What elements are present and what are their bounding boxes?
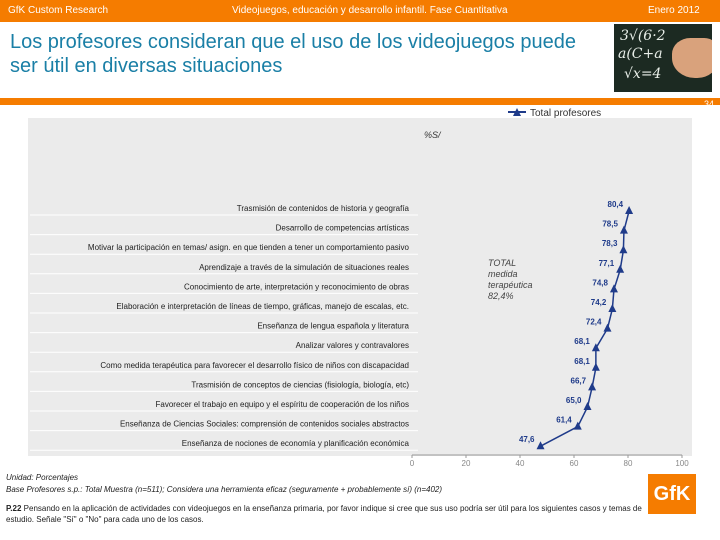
data-label: 72,4 — [586, 318, 602, 327]
x-tick-label: 80 — [624, 459, 633, 468]
category-label: Enseñanza de nociones de economía y plan… — [182, 439, 410, 448]
data-point — [591, 362, 600, 371]
annotation-line-2: medida — [488, 269, 518, 279]
title-rule — [0, 98, 720, 105]
data-label: 68,1 — [574, 357, 590, 366]
data-point — [536, 441, 545, 450]
hand-image — [672, 38, 712, 78]
category-label: Conocimiento de arte, interpretación y r… — [184, 282, 409, 291]
category-label: Aprendizaje a través de la simulación de… — [199, 263, 409, 272]
question-text: P.22 Pensando en la aplicación de activi… — [6, 503, 646, 525]
x-tick-label: 20 — [462, 459, 471, 468]
data-label: 74,8 — [592, 278, 608, 287]
legend: Total profesores — [508, 108, 601, 119]
data-label: 61,4 — [556, 416, 572, 425]
data-point — [603, 323, 612, 332]
annotation-line-3: terapéutica — [488, 280, 533, 290]
category-label: Desarrollo de competencias artísticas — [276, 224, 409, 233]
data-label: 47,6 — [519, 435, 535, 444]
header-company: GfK Custom Research — [8, 5, 109, 16]
category-label: Elaboración e interpretación de líneas d… — [116, 302, 409, 311]
header-study: Videojuegos, educación y desarrollo infa… — [232, 5, 508, 16]
data-point — [608, 304, 617, 312]
category-label: Enseñanza de lengua española y literatur… — [257, 322, 409, 331]
data-label: 66,7 — [571, 376, 587, 385]
data-label: 80,4 — [608, 200, 624, 209]
data-label: 78,5 — [602, 220, 618, 229]
category-label: Enseñanza de Ciencias Sociales: comprens… — [120, 420, 409, 429]
data-label: 77,1 — [599, 259, 615, 268]
footer-base: Base Profesores s.p.: Total Muestra (n=5… — [6, 485, 443, 494]
data-point — [591, 343, 600, 352]
data-point — [588, 382, 597, 391]
category-label: Analizar valores y contravalores — [296, 341, 409, 350]
question-id: P.22 — [6, 504, 22, 513]
data-label: 65,0 — [566, 396, 582, 405]
therapy-annotation: TOTAL medida terapéutica 82,4% — [488, 258, 533, 301]
annotation-value: 82,4% — [488, 291, 514, 301]
question-body: Pensando en la aplicación de actividades… — [6, 504, 642, 524]
data-point — [625, 206, 634, 214]
x-tick-label: 100 — [675, 459, 689, 468]
chalkboard-photo: 3√(6·2 a(C+a √x=4 — [614, 24, 712, 92]
data-point — [616, 264, 625, 273]
data-point — [573, 421, 582, 430]
page-number: 34 — [703, 99, 714, 109]
x-tick-label: 40 — [516, 459, 525, 468]
category-label: Favorecer el trabajo en equipo y el espí… — [156, 400, 410, 409]
gfk-logo: GfK — [648, 474, 696, 514]
legend-label: Total profesores — [530, 108, 601, 119]
category-label: Trasmisión de conceptos de ciencias (fis… — [191, 380, 409, 389]
data-label: 78,3 — [602, 239, 618, 248]
category-label: Trasmisión de contenidos de historia y g… — [237, 204, 410, 213]
legend-marker — [513, 108, 521, 116]
x-tick-label: 0 — [410, 459, 415, 468]
line-chart: Total profesores %S/ TOTAL medida terapé… — [28, 108, 692, 468]
category-label: Como medida terapéutica para favorecer e… — [100, 361, 409, 370]
data-label: 74,2 — [591, 298, 607, 307]
header-bar: GfK Custom Research Videojuegos, educaci… — [0, 0, 720, 22]
data-point — [583, 402, 592, 410]
x-tick-label: 60 — [570, 459, 579, 468]
data-point — [619, 245, 628, 254]
data-point — [609, 284, 618, 293]
data-point — [619, 225, 628, 234]
annotation-line-1: TOTAL — [488, 258, 516, 268]
category-label: Motivar la participación en temas/ asign… — [88, 243, 410, 252]
header-date: Enero 2012 — [648, 5, 700, 16]
footer-unit: Unidad: Porcentajes — [6, 473, 79, 482]
data-label: 68,1 — [574, 337, 590, 346]
unit-label: %S/ — [424, 130, 442, 140]
plot-background — [28, 118, 692, 456]
page-title: Los profesores consideran que el uso de … — [10, 31, 576, 77]
